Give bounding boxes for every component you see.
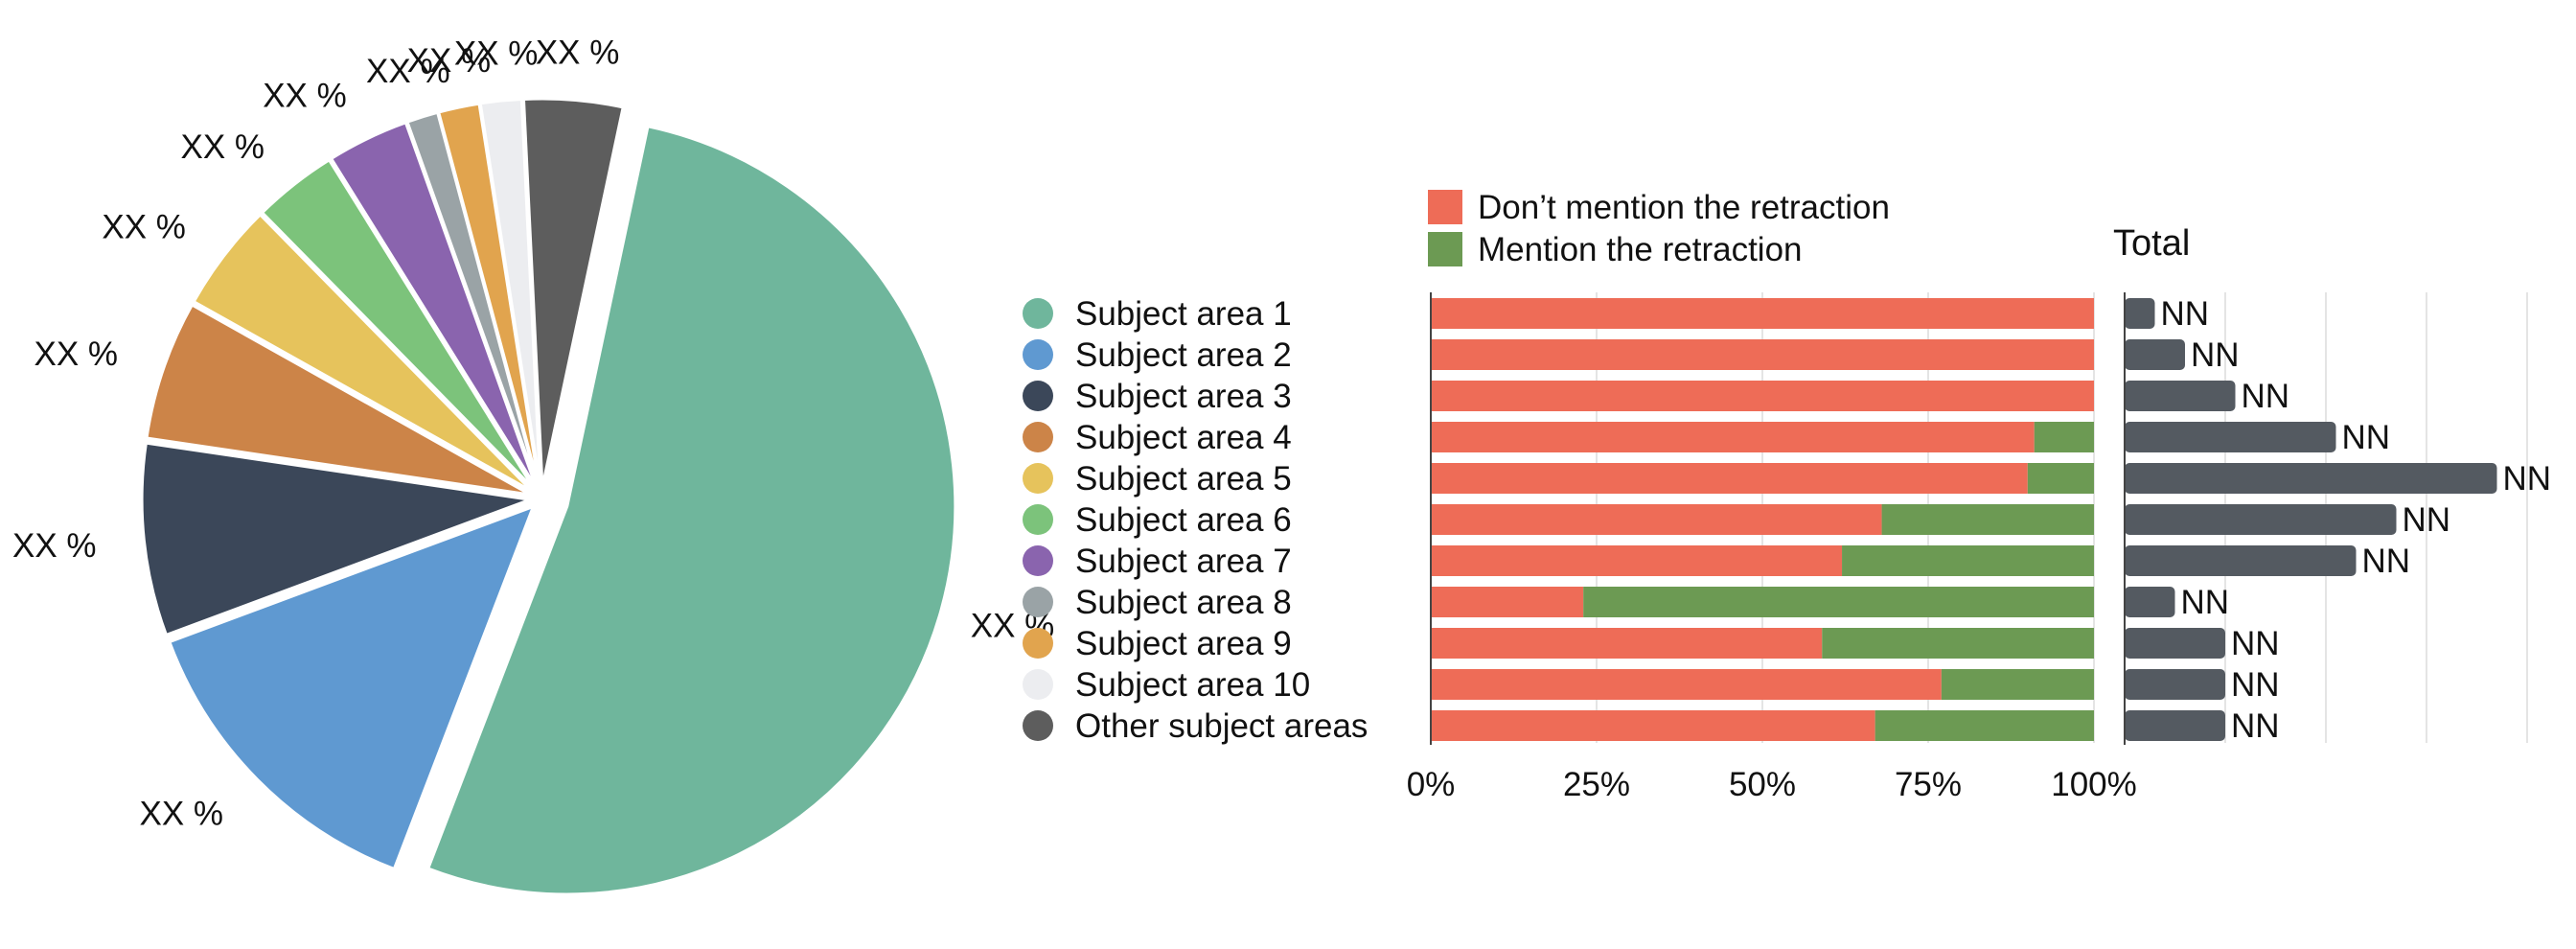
legend-label-mention: Mention the retraction: [1478, 231, 1803, 268]
legend-label-11: Other subject areas: [1075, 707, 1368, 745]
legend-marker-8: [1023, 587, 1053, 617]
pie-slice-label-8: XX %: [366, 53, 450, 90]
pie-slice-2: [167, 503, 537, 871]
stacked-bar-chart: Don’t mention the retraction Mention the…: [1407, 189, 2137, 803]
legend-marker-9: [1023, 628, 1053, 659]
legend-label-4: Subject area 4: [1075, 419, 1292, 456]
pie-slice-3: [140, 441, 531, 637]
total-value-label-1: NN: [2161, 295, 2210, 333]
pie-slice-10: [478, 97, 542, 488]
stacked-tick-label-4: 75%: [1895, 766, 1962, 803]
legend-label-8: Subject area 8: [1075, 584, 1292, 621]
total-bar-5: [2125, 463, 2497, 494]
bar-mention-5: [2027, 463, 2094, 494]
pie-slice-label-4: XX %: [34, 336, 118, 373]
stacked-tick-label-3: 50%: [1729, 766, 1796, 803]
pie-slice-11: [521, 97, 625, 488]
total-bar-11: [2125, 710, 2225, 741]
pie-slice-label-11: XX %: [536, 35, 620, 72]
total-value-label-9: NN: [2231, 625, 2280, 662]
legend-label-6: Subject area 6: [1075, 501, 1292, 539]
pie-slice-6: [260, 157, 536, 491]
total-value-label-2: NN: [2191, 336, 2240, 374]
total-bar-8: [2125, 587, 2175, 617]
total-value-label-7: NN: [2362, 543, 2411, 580]
legend-label-10: Subject area 10: [1075, 666, 1310, 704]
legend-label-5: Subject area 5: [1075, 460, 1292, 498]
legend-marker-7: [1023, 545, 1053, 576]
bar-mention-11: [1874, 710, 2094, 741]
total-bar-3: [2125, 381, 2236, 411]
total-value-label-11: NN: [2231, 707, 2280, 745]
legend-swatch-dont-mention: [1428, 190, 1462, 224]
total-bar-4: [2125, 422, 2336, 452]
pie-slice-4: [145, 303, 532, 497]
legend-marker-1: [1023, 298, 1053, 329]
stacked-tick-label-1: 0%: [1407, 766, 1456, 803]
legend-label-1: Subject area 1: [1075, 295, 1292, 333]
bar-dont-mention-7: [1431, 545, 1843, 576]
legend-label-2: Subject area 2: [1075, 336, 1292, 374]
bar-dont-mention-5: [1431, 463, 2028, 494]
legend-marker-5: [1023, 463, 1053, 494]
total-bar-2: [2125, 339, 2185, 370]
total-value-label-8: NN: [2181, 584, 2230, 621]
bar-dont-mention-8: [1431, 587, 1584, 617]
pie-slice-1: [426, 125, 957, 896]
bar-mention-7: [1842, 545, 2094, 576]
bar-dont-mention-9: [1431, 628, 1823, 659]
total-value-label-5: NN: [2503, 460, 2552, 498]
legend-marker-11: [1023, 710, 1053, 741]
bar-dont-mention-6: [1431, 504, 1882, 535]
bar-mention-6: [1881, 504, 2094, 535]
legend-swatch-mention: [1428, 232, 1462, 266]
bar-dont-mention-10: [1431, 669, 1942, 700]
pie-slice-label-3: XX %: [12, 527, 97, 565]
bar-mention-9: [1822, 628, 2094, 659]
total-chart-title: Total: [2113, 223, 2190, 264]
total-bar-10: [2125, 669, 2225, 700]
pie-chart: XX %XX %XX %XX %XX %XX %XX %XX %XX %XX %…: [12, 35, 1054, 896]
pie-slice-7: [329, 120, 539, 489]
legend-label-9: Subject area 9: [1075, 625, 1292, 662]
bar-dont-mention-1: [1431, 298, 2094, 329]
total-bar-1: [2125, 298, 2155, 329]
total-value-label-3: NN: [2242, 378, 2290, 415]
pie-slice-label-5: XX %: [102, 208, 186, 245]
bar-dont-mention-2: [1431, 339, 2094, 370]
legend-marker-2: [1023, 339, 1053, 370]
bar-mention-10: [1941, 669, 2094, 700]
bar-dont-mention-4: [1431, 422, 2035, 452]
total-value-label-10: NN: [2231, 666, 2280, 704]
pie-slice-label-10: XX %: [454, 35, 539, 72]
total-value-label-6: NN: [2403, 501, 2451, 539]
legend-marker-3: [1023, 381, 1053, 411]
legend-marker-10: [1023, 669, 1053, 700]
bar-mention-8: [1583, 587, 2094, 617]
pie-slice-label-6: XX %: [181, 128, 265, 166]
legend-label-3: Subject area 3: [1075, 378, 1292, 415]
stacked-bar-legend: Don’t mention the retraction Mention the…: [1428, 189, 1890, 268]
total-bar-7: [2125, 545, 2357, 576]
bar-dont-mention-11: [1431, 710, 1875, 741]
bar-dont-mention-3: [1431, 381, 2094, 411]
legend-marker-4: [1023, 422, 1053, 452]
total-bar-6: [2125, 504, 2397, 535]
stacked-tick-label-2: 25%: [1563, 766, 1630, 803]
legend-marker-6: [1023, 504, 1053, 535]
stacked-tick-label-5: 100%: [2051, 766, 2137, 803]
total-value-label-4: NN: [2342, 419, 2391, 456]
pie-slice-label-2: XX %: [140, 795, 224, 832]
pie-slice-label-7: XX %: [263, 78, 347, 115]
pie-slice-label-9: XX %: [407, 42, 492, 80]
bar-mention-4: [2034, 422, 2094, 452]
pie-slice-5: [192, 212, 534, 494]
legend-label-7: Subject area 7: [1075, 543, 1292, 580]
legend-label-dont-mention: Don’t mention the retraction: [1478, 189, 1890, 226]
total-bar-9: [2125, 628, 2225, 659]
